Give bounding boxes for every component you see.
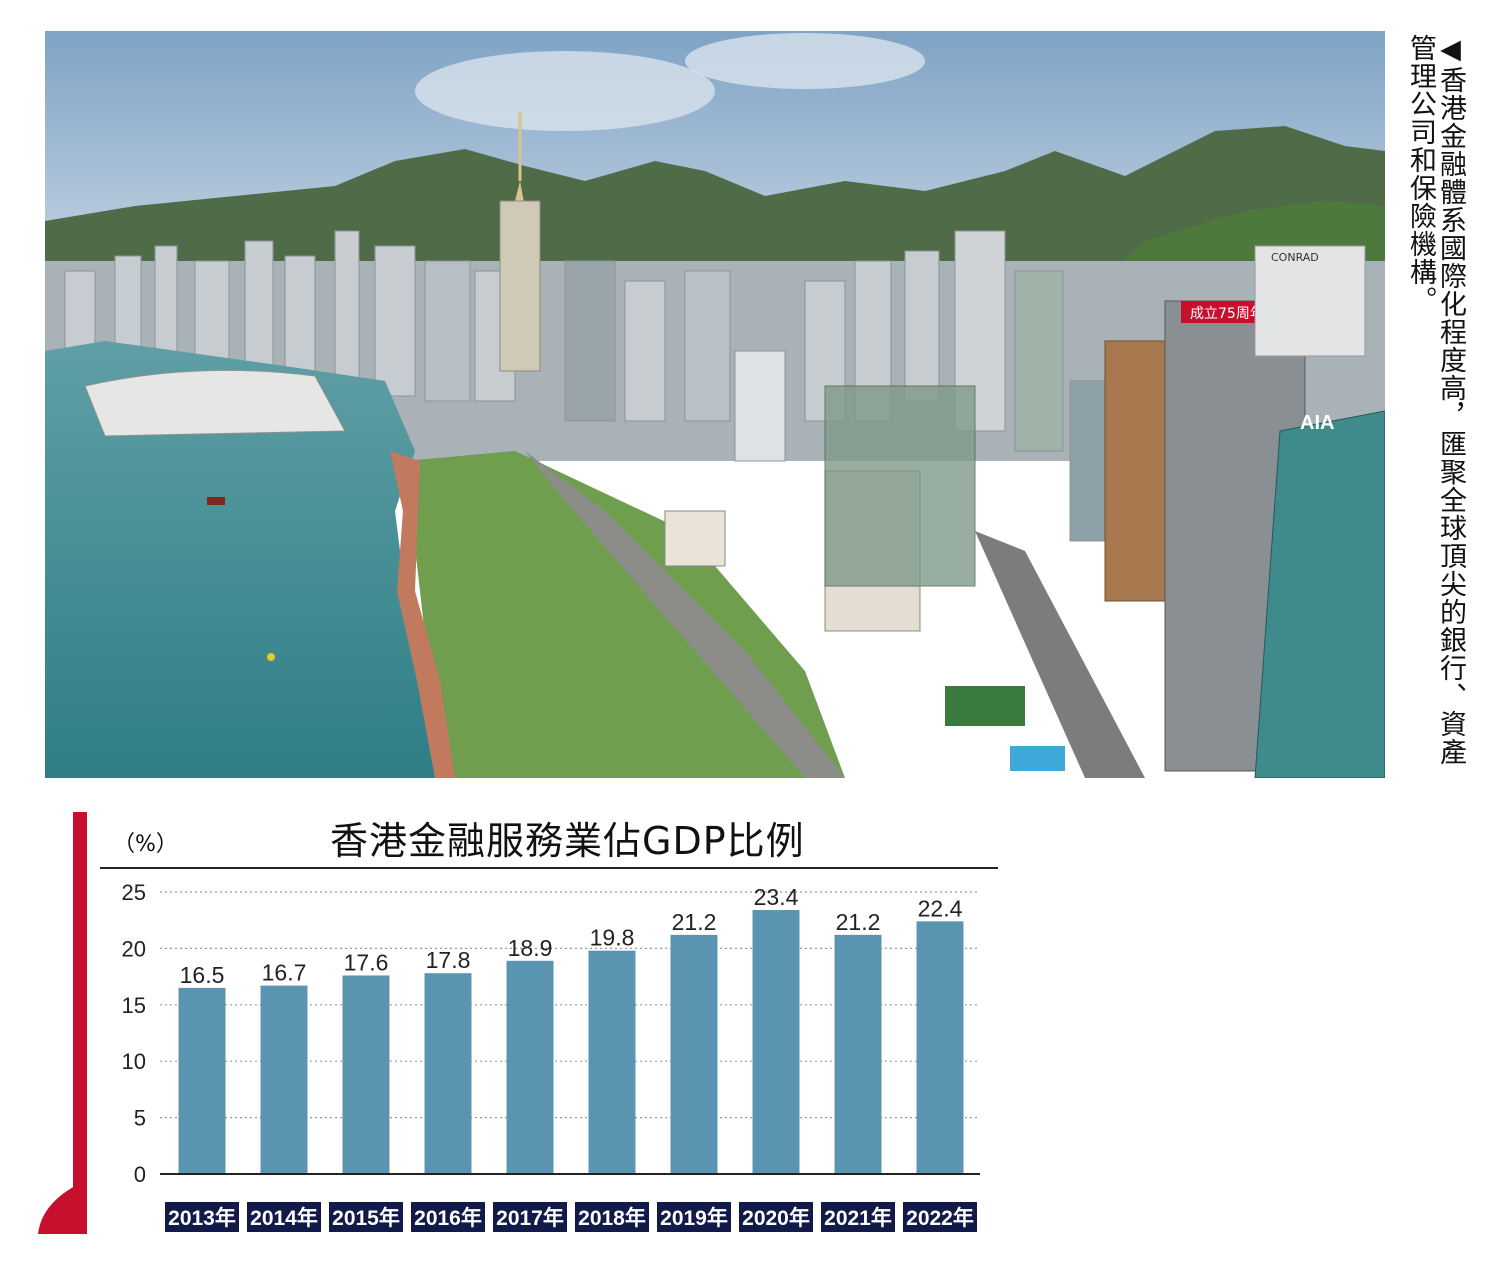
skyline-illustration: 成立75周年 CONRAD AIA xyxy=(45,31,1385,778)
y-tick-label: 0 xyxy=(134,1162,146,1187)
x-label-background xyxy=(903,1202,977,1232)
bar xyxy=(260,985,308,1174)
x-label-background xyxy=(821,1202,895,1232)
accent-bar-foot xyxy=(38,1180,87,1234)
cloud xyxy=(685,33,925,89)
y-tick-label: 10 xyxy=(122,1049,146,1074)
y-tick-label: 15 xyxy=(122,993,146,1018)
x-tick-label: 2013年 xyxy=(168,1206,236,1230)
caption-arrow-icon: ◀ xyxy=(1435,34,1466,66)
pool xyxy=(1010,746,1065,771)
sea xyxy=(45,341,445,778)
x-label-background xyxy=(329,1202,403,1232)
hong-kong-skyline-photo: 成立75周年 CONRAD AIA xyxy=(45,31,1385,778)
bar xyxy=(342,975,390,1174)
anniversary-sign: 成立75周年 xyxy=(1190,306,1264,322)
road-right xyxy=(975,531,1145,778)
convention-centre xyxy=(84,369,346,437)
y-tick-label: 25 xyxy=(122,880,146,905)
x-tick-label: 2018年 xyxy=(578,1206,646,1230)
bar xyxy=(752,910,800,1174)
aia-tower xyxy=(1254,410,1385,778)
x-tick-label: 2017年 xyxy=(496,1206,564,1230)
y-tick-label: 20 xyxy=(122,936,146,961)
junk-boat xyxy=(207,497,225,505)
office-tower-brown xyxy=(1104,340,1171,602)
photo-caption: ◀香港金融體系國際化程度高，匯聚全球頂尖的銀行、資產管理公司和保險機構。 xyxy=(1405,34,1466,774)
x-tick-label: 2019年 xyxy=(660,1206,728,1230)
x-tick-label: 2016年 xyxy=(414,1206,482,1230)
x-label-background xyxy=(165,1202,239,1232)
x-label-background xyxy=(657,1202,731,1232)
data-label: 23.4 xyxy=(754,884,799,910)
road xyxy=(525,451,845,778)
data-label: 21.2 xyxy=(672,909,717,935)
bar xyxy=(178,987,226,1174)
y-axis-ticks: 0 5 10 15 20 25 xyxy=(122,880,146,1187)
green-tower xyxy=(824,385,976,587)
bar-chart: 0 5 10 15 20 25 16.5 16.7 17.6 17.8 18.9 19.8 21.2 2… xyxy=(100,867,998,1232)
conrad-tower xyxy=(1254,245,1366,357)
bar xyxy=(670,934,718,1174)
x-label-background xyxy=(411,1202,485,1232)
chart-title: 香港金融服務業佔GDP比例 xyxy=(330,819,805,863)
data-label: 22.4 xyxy=(918,895,963,921)
x-tick-label: 2022年 xyxy=(906,1206,974,1230)
x-tick-label: 2020年 xyxy=(742,1206,810,1230)
x-label-background xyxy=(247,1202,321,1232)
data-label: 18.9 xyxy=(508,935,553,961)
data-label: 17.6 xyxy=(344,949,389,975)
y-tick-label: 5 xyxy=(134,1106,146,1131)
bars xyxy=(178,910,964,1174)
x-tick-label: 2015年 xyxy=(332,1206,400,1230)
data-labels: 16.5 16.7 17.6 17.8 18.9 19.8 21.2 23.4 21.2 22.4 xyxy=(180,884,963,988)
bar xyxy=(834,934,882,1174)
promenade xyxy=(390,451,455,778)
data-label: 19.8 xyxy=(590,925,635,951)
x-tick-label: 2014年 xyxy=(250,1206,318,1230)
data-label: 17.8 xyxy=(426,947,471,973)
x-label-background xyxy=(575,1202,649,1232)
buoy xyxy=(267,653,275,661)
cloud xyxy=(415,51,715,131)
data-label: 21.2 xyxy=(836,909,881,935)
caption-text: 香港金融體系國際化程度高，匯聚全球頂尖的銀行、資產管理公司和保險機構。 xyxy=(1405,34,1466,766)
x-label-background xyxy=(739,1202,813,1232)
conrad-sign: CONRAD xyxy=(1271,251,1319,264)
bar xyxy=(588,950,636,1174)
bar xyxy=(916,921,964,1174)
x-label-background xyxy=(493,1202,567,1232)
data-label: 16.7 xyxy=(262,960,307,986)
bar xyxy=(424,973,472,1174)
accent-bar xyxy=(73,812,87,1232)
low-building xyxy=(664,510,726,567)
sports-court xyxy=(945,686,1025,726)
x-axis-labels: 2013年 2014年 2015年 2016年 2017年 2018年 2019年 2020年… xyxy=(165,1202,977,1232)
central-plaza-body xyxy=(499,200,541,372)
bar xyxy=(506,960,554,1174)
x-tick-label: 2021年 xyxy=(824,1206,892,1230)
y-axis-unit-label: （%） xyxy=(113,832,178,857)
data-label: 16.5 xyxy=(180,962,225,988)
aia-sign: AIA xyxy=(1300,412,1334,434)
